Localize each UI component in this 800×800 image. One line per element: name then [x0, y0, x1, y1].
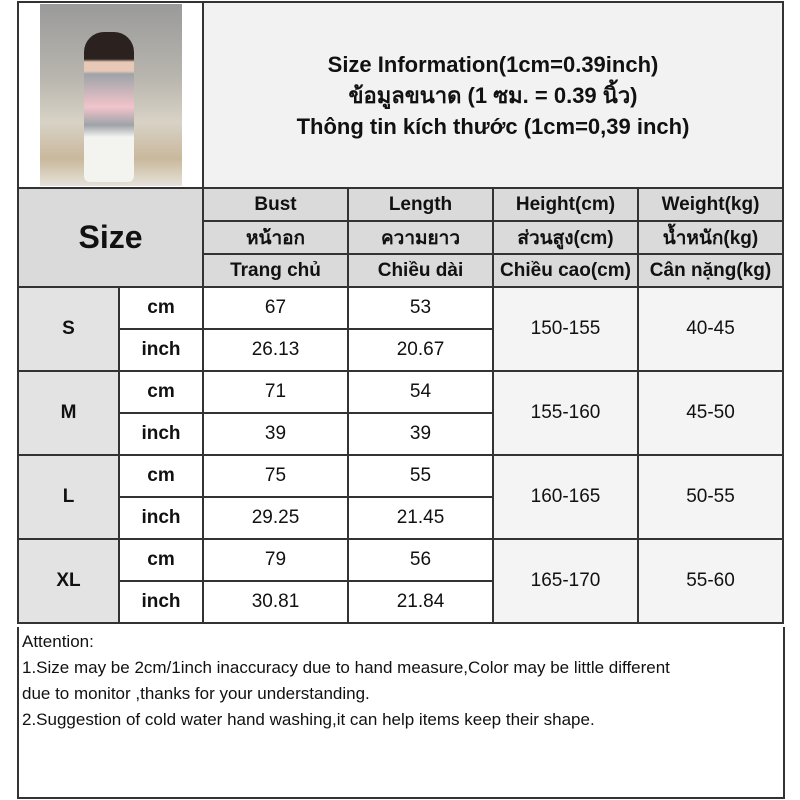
height-range: 165-170: [492, 538, 639, 624]
table-row: inch 39 39: [18, 412, 783, 456]
unit-label: cm: [118, 370, 204, 414]
table-row: M cm 71 54 155-160 45-50: [17, 370, 784, 456]
unit-label: inch: [118, 412, 204, 456]
bust-inch: 29.25: [202, 496, 349, 540]
attention-heading: Attention:: [22, 632, 94, 651]
bust-inch: 26.13: [202, 328, 349, 372]
col-header: Bust: [202, 187, 349, 222]
product-photo: [39, 4, 182, 186]
col-header: Chiều cao(cm): [492, 253, 639, 288]
size-chart-table: Size Information(1cm=0.39inch) ข้อมูลขนา…: [17, 1, 784, 624]
length-inch: 21.45: [347, 496, 494, 540]
length-inch: 39: [347, 412, 494, 456]
table-row: inch 29.25 21.45: [18, 496, 783, 540]
size-info-title: Size Information(1cm=0.39inch) ข้อมูลขนา…: [202, 1, 784, 189]
length-cm: 54: [347, 370, 494, 414]
unit-label: inch: [118, 580, 204, 624]
table-row: inch 30.81 21.84: [18, 580, 783, 624]
title-english: Size Information(1cm=0.39inch): [327, 51, 659, 77]
bust-inch: 30.81: [202, 580, 349, 624]
col-header: ส่วนสูง(cm): [492, 220, 639, 255]
col-header: Chiều dài: [347, 253, 494, 288]
table-row: XL cm 79 56 165-170 55-60: [17, 538, 784, 624]
height-range: 160-165: [492, 454, 639, 540]
table-row: inch 26.13 20.67: [18, 328, 783, 372]
product-photo-cell: [17, 1, 204, 189]
attention-line: 2.Suggestion of cold water hand washing,…: [22, 710, 595, 729]
length-cm: 53: [347, 286, 494, 330]
size-label: XL: [17, 538, 120, 624]
table-row: S cm 67 53 150-155 40-45: [17, 286, 784, 372]
table-row: L cm 75 55 160-165 50-55: [17, 454, 784, 540]
bust-inch: 39: [202, 412, 349, 456]
height-range: 150-155: [492, 286, 639, 372]
attention-line: due to monitor ,thanks for your understa…: [22, 684, 370, 703]
col-header: ความยาว: [347, 220, 494, 255]
bust-cm: 79: [202, 538, 349, 582]
col-header: Weight(kg): [637, 187, 784, 222]
col-header: Trang chủ: [202, 253, 349, 288]
col-header: หน้าอก: [202, 220, 349, 255]
length-inch: 21.84: [347, 580, 494, 624]
weight-range: 55-60: [637, 538, 784, 624]
title-vietnamese: Thông tin kích thước (1cm=0,39 inch): [296, 113, 690, 139]
length-inch: 20.67: [347, 328, 494, 372]
size-header: Size: [17, 187, 204, 288]
unit-label: cm: [118, 538, 204, 582]
attention-line: 1.Size may be 2cm/1inch inaccuracy due t…: [22, 658, 670, 677]
bust-cm: 71: [202, 370, 349, 414]
size-label: L: [17, 454, 120, 540]
attention-notes: Attention: 1.Size may be 2cm/1inch inacc…: [17, 627, 785, 799]
weight-range: 40-45: [637, 286, 784, 372]
title-thai: ข้อมูลขนาด (1 ซม. = 0.39 นิ้ว): [348, 82, 638, 108]
unit-label: inch: [118, 496, 204, 540]
bust-cm: 67: [202, 286, 349, 330]
col-header: Length: [347, 187, 494, 222]
weight-range: 45-50: [637, 370, 784, 456]
length-cm: 55: [347, 454, 494, 498]
size-label: S: [17, 286, 120, 372]
length-cm: 56: [347, 538, 494, 582]
col-header: Height(cm): [492, 187, 639, 222]
unit-label: inch: [118, 328, 204, 372]
bust-cm: 75: [202, 454, 349, 498]
unit-label: cm: [118, 454, 204, 498]
size-label: M: [17, 370, 120, 456]
unit-label: cm: [118, 286, 204, 330]
weight-range: 50-55: [637, 454, 784, 540]
col-header: น้ำหนัก(kg): [637, 220, 784, 255]
col-header: Cân nặng(kg): [637, 253, 784, 288]
height-range: 155-160: [492, 370, 639, 456]
